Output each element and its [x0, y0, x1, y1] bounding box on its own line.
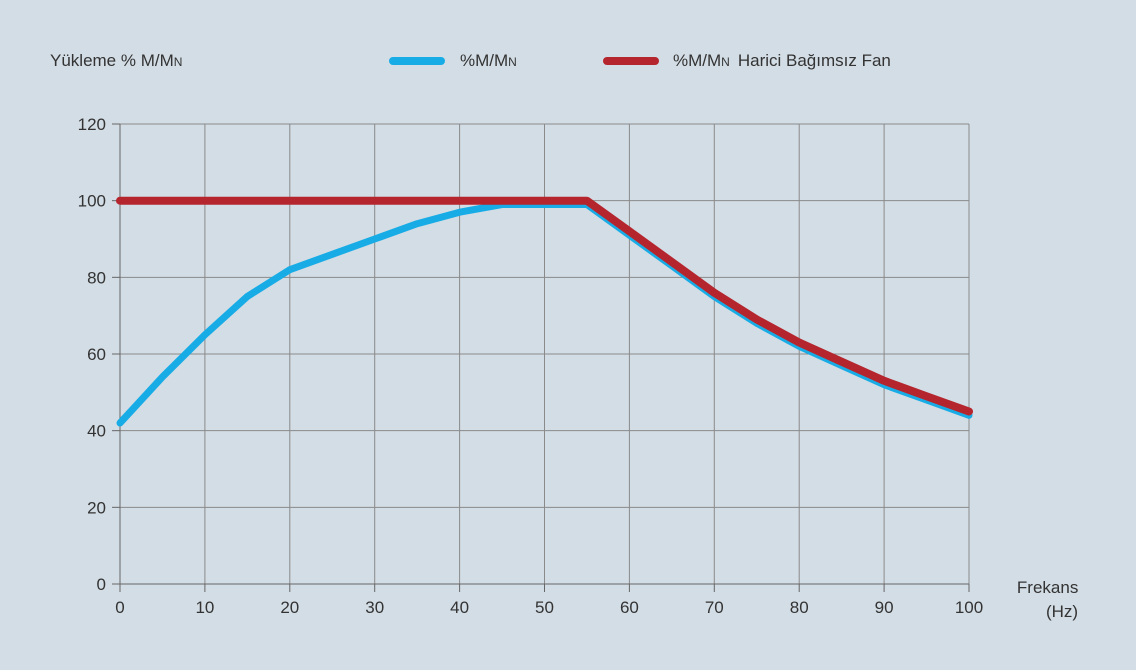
y-tick-label-0: 0	[97, 575, 106, 594]
y-tick-labels: 0 20 40 60 80 100 120	[78, 115, 106, 594]
x-tick-labels: 0 10 20 30 40 50 60 70 80 90 100	[115, 598, 983, 617]
series-lines	[116, 196, 973, 427]
y-tick-label-120: 120	[78, 115, 106, 134]
legend-item-1: %M/MN	[389, 51, 517, 70]
x-tick-label-0: 0	[115, 598, 124, 617]
x-tick-label-30: 30	[365, 598, 384, 617]
x-tick-label-90: 90	[875, 598, 894, 617]
x-tick-label-20: 20	[280, 598, 299, 617]
legend-label-1: %M/MN	[460, 51, 517, 70]
x-tick-label-40: 40	[450, 598, 469, 617]
legend-label-2: %M/MN Harici Bağımsız Fan	[673, 51, 891, 70]
x-axis-label-line1: Frekans	[1017, 578, 1078, 597]
legend: %M/MN %M/MN Harici Bağımsız Fan	[389, 51, 891, 70]
y-tick-label-80: 80	[87, 268, 106, 287]
grid-lines	[120, 123, 970, 584]
y-tick-label-40: 40	[87, 422, 106, 441]
legend-item-2: %M/MN Harici Bağımsız Fan	[603, 51, 891, 70]
y-tick-label-60: 60	[87, 345, 106, 364]
x-axis-label-line2: (Hz)	[1046, 602, 1078, 621]
x-tick-label-70: 70	[705, 598, 724, 617]
y-tick-label-100: 100	[78, 192, 106, 211]
y-tick-label-20: 20	[87, 498, 106, 517]
x-tick-label-10: 10	[195, 598, 214, 617]
x-axis-label: Frekans (Hz)	[1017, 578, 1083, 621]
x-tick-label-100: 100	[955, 598, 983, 617]
y-axis-label: Yükleme % M/MN	[50, 51, 182, 70]
x-tick-label-80: 80	[790, 598, 809, 617]
x-tick-label-60: 60	[620, 598, 639, 617]
x-tick-label-50: 50	[535, 598, 554, 617]
series-line-2	[116, 196, 973, 416]
